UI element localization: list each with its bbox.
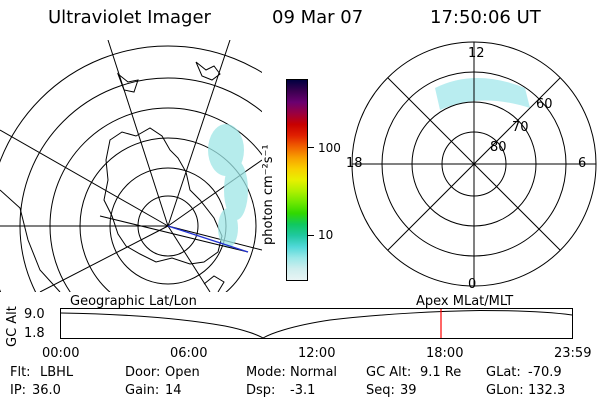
altitude-ytick-max: 9.0 — [24, 307, 45, 322]
mlt-label-12: 12 — [468, 46, 485, 61]
mlt-label-18: 18 — [346, 156, 363, 171]
mlt-aurora-oval — [435, 78, 530, 110]
status-gain-key: Gain: — [125, 383, 160, 398]
mlt-label-6: 6 — [578, 156, 587, 171]
colorbar-tick-100: 100 — [318, 141, 341, 155]
mlat-label-80: 80 — [490, 140, 507, 155]
colorbar-units: photon cm⁻²s⁻¹ — [261, 144, 276, 245]
time-tick-0600: 06:00 — [170, 346, 208, 361]
instrument-title: Ultraviolet Imager — [48, 7, 211, 28]
altitude-strip-chart — [60, 308, 573, 339]
status-dsp-key: Dsp: — [246, 383, 276, 398]
status-door-key: Door: — [125, 365, 161, 380]
status-glon-value: 132.3 — [528, 383, 566, 398]
status-mode-value: Normal — [290, 365, 338, 380]
status-seq-value: 39 — [400, 383, 417, 398]
status-gain-value: 14 — [165, 383, 182, 398]
altitude-ytick-min: 1.8 — [24, 326, 45, 341]
mlt-label-0: 0 — [468, 277, 477, 292]
colorbar — [286, 79, 308, 281]
status-dsp-value: -3.1 — [290, 383, 316, 398]
time-label: 17:50:06 UT — [430, 7, 541, 28]
altitude-axis-title: GC Alt — [5, 306, 20, 347]
time-tick-1200: 12:00 — [298, 346, 336, 361]
status-flt-key: Flt: — [10, 365, 31, 380]
mlt-plot-caption: Apex MLat/MLT — [416, 294, 514, 309]
time-tick-1800: 18:00 — [426, 346, 464, 361]
altitude-curve — [60, 309, 573, 339]
status-ip-value: 36.0 — [32, 383, 61, 398]
colorbar-tick-10: 10 — [318, 228, 334, 242]
geo-aurora-patch — [208, 124, 248, 248]
status-door-value: Open — [165, 365, 200, 380]
status-gcalt-key: GC Alt: — [366, 365, 412, 380]
time-tick-2359: 23:59 — [554, 346, 592, 361]
status-flt-value: LBHL — [40, 365, 74, 380]
mlat-label-70: 70 — [512, 120, 529, 135]
date-label: 09 Mar 07 — [272, 7, 364, 28]
status-glat-value: -70.9 — [528, 365, 562, 380]
status-seq-key: Seq: — [366, 383, 395, 398]
geo-map-caption: Geographic Lat/Lon — [70, 294, 197, 309]
status-glat-key: GLat: — [486, 365, 521, 380]
status-glon-key: GLon: — [486, 383, 524, 398]
geographic-map — [0, 40, 262, 292]
status-gcalt-value: 9.1 Re — [420, 365, 462, 380]
status-ip-key: IP: — [10, 383, 27, 398]
status-mode-key: Mode: — [246, 365, 286, 380]
mlat-label-60: 60 — [536, 97, 553, 112]
time-tick-0000: 00:00 — [42, 346, 80, 361]
mlt-polar-plot — [351, 41, 597, 287]
